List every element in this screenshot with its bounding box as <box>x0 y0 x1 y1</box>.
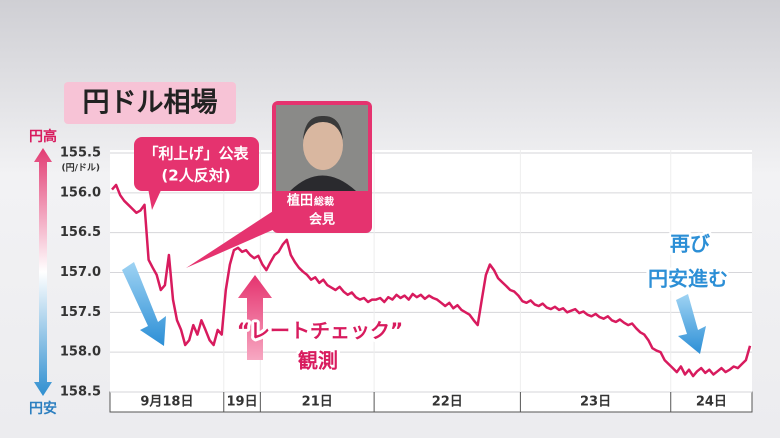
callout-text: 「利上げ」公表 <box>143 145 249 163</box>
annotation: 再び <box>670 232 711 256</box>
annotation: 観測 <box>298 349 338 373</box>
x-tick-label: 24日 <box>696 395 727 410</box>
y-tick-label: 157.5 <box>60 305 101 320</box>
down-arrow <box>676 294 706 354</box>
price-line <box>111 183 752 378</box>
callout-box <box>134 137 259 191</box>
plot <box>111 183 752 378</box>
y-tick-label: 158.0 <box>60 345 101 360</box>
pointer <box>186 200 300 268</box>
callout-text: 会見 <box>309 212 335 228</box>
callout-text: 総裁 <box>314 195 334 208</box>
y-tick-label: 156.5 <box>60 225 101 240</box>
y-tick-label: 157.0 <box>60 265 101 280</box>
chart-title: 円ドル相場 <box>83 88 218 119</box>
x-tick-label: 19日 <box>227 395 258 410</box>
y-bottom-label: 円安 <box>29 400 57 417</box>
down-arrow <box>122 262 166 346</box>
callout-text: 植田 <box>286 193 313 209</box>
x-tick-label: 9月18日 <box>140 395 193 410</box>
direction-arrow <box>34 148 52 396</box>
grid <box>110 150 752 393</box>
y-tick-label: 155.5 <box>60 146 101 161</box>
photo-suit <box>290 175 356 191</box>
y-tick-label: 156.0 <box>60 185 101 200</box>
annotation: “レートチェック” <box>237 319 403 343</box>
annotation: 円安進む <box>648 267 728 291</box>
up-arrow <box>238 275 272 360</box>
title-box <box>64 82 236 124</box>
x-tick-label: 21日 <box>302 395 333 410</box>
x-tick-label: 23日 <box>580 395 611 410</box>
photo-face <box>303 120 343 170</box>
y-tick-label: 158.5 <box>60 385 101 400</box>
pointer <box>148 188 162 210</box>
y-unit: (円/ドル) <box>61 163 100 174</box>
callout-text: (2人反対) <box>161 167 230 185</box>
x-tick-label: 22日 <box>432 395 463 410</box>
photo-hair <box>303 115 343 140</box>
y-top-label: 円高 <box>29 128 57 145</box>
